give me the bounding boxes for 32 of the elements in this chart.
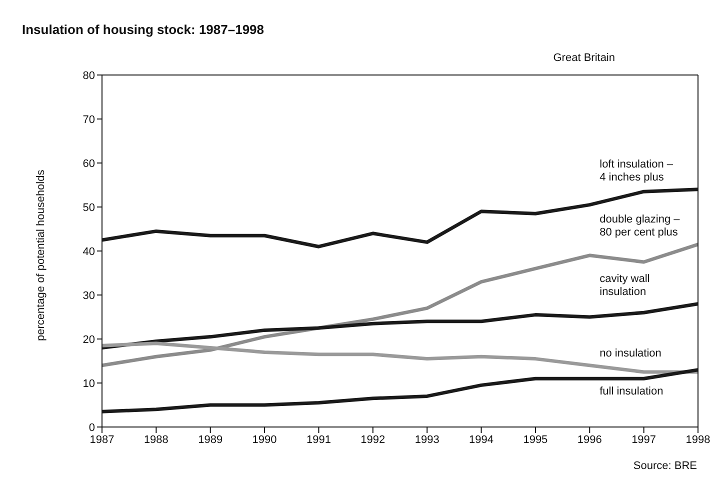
x-tick-label: 1993 [414,434,440,446]
y-tick-label: 70 [82,114,95,126]
source-note: Source: BRE [633,460,697,472]
text: Great Britain [553,52,615,64]
series-label: full insulation [600,386,664,398]
y-tick-label: 0 [88,422,95,434]
series-label: double glazing – 80 per cent plus [600,213,681,238]
x-tick-label: 1990 [252,434,277,446]
line-series [102,342,698,374]
x-tick-label: 1988 [144,434,168,446]
y-tick-label: 10 [82,378,95,390]
y-tick-label: 50 [82,202,95,214]
x-tick-label: 1989 [198,434,223,446]
line-series [102,242,698,368]
x-tick-label: 1992 [360,434,386,446]
x-tick-label: 1991 [306,434,331,446]
y-tick-label: 40 [82,246,95,258]
series-label: loft insulation – 4 inches plus [600,158,674,184]
y-axis-title: percentage of potential households [34,169,47,341]
y-tick-label: 30 [82,290,95,302]
x-tick-label: 1987 [90,434,114,446]
x-tick-label: 1997 [632,434,656,446]
x-tick-label: 1996 [577,434,602,446]
series-label: cavity wall insulation [600,272,650,298]
y-tick-label: 60 [82,158,95,170]
chart-title: Insulation of housing stock: 1987–1998 [22,22,264,37]
y-tick-label: 20 [82,334,95,346]
series-label: no insulation [600,347,662,360]
x-tick-label: 1998 [686,434,710,446]
y-tick-label: 80 [82,70,95,82]
x-tick-label: 1995 [523,434,548,446]
x-tick-label: 1994 [469,434,494,446]
